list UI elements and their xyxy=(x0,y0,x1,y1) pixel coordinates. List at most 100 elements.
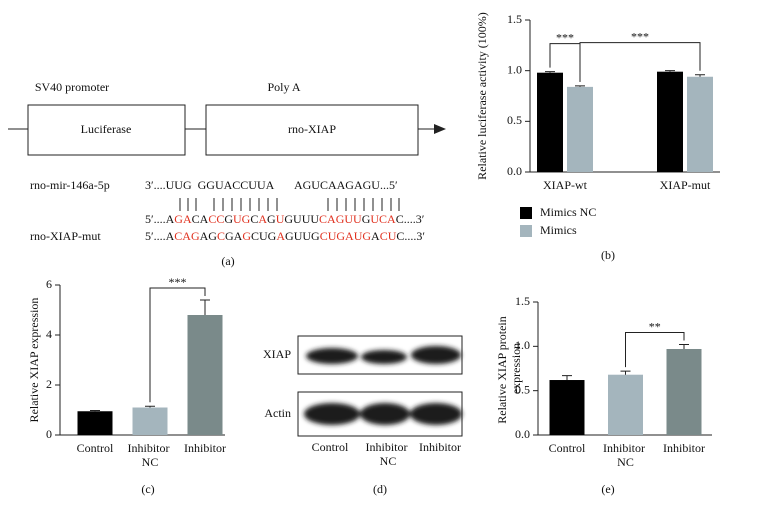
band xyxy=(304,403,360,425)
error-bar xyxy=(695,74,705,77)
error-bar xyxy=(575,85,585,87)
sequence-segment: GUUG xyxy=(285,229,320,243)
base-pair-lines xyxy=(179,198,400,211)
x-tick-label: Inhibitor xyxy=(184,441,226,455)
sequence-segment: 5′....A xyxy=(145,229,175,243)
text-line: NC xyxy=(617,455,634,469)
bar xyxy=(549,380,585,435)
bar xyxy=(537,72,563,172)
mirna-sequence: 3′....UUG GGUACCUUA AGUCAAGAGU...5′ xyxy=(145,178,398,192)
x-tick-label: Inhibitor NC xyxy=(128,441,173,469)
row-label: Actin xyxy=(264,406,291,420)
wt-sequence: 5′....AGACACCGUGCAGUGUUUCAGUUGUCAC....3′ xyxy=(145,212,425,226)
x-tick-label: Control xyxy=(77,441,114,455)
sequence-segment: C xyxy=(217,229,225,243)
lane-label: Control xyxy=(312,440,349,454)
y-tick-label: 0.5 xyxy=(507,113,522,127)
row-label: XIAP xyxy=(263,347,291,361)
bar xyxy=(77,411,113,435)
error-bar xyxy=(620,370,631,375)
mut-label: rno-XIAP-mut xyxy=(30,229,101,243)
polya-label: Poly A xyxy=(267,80,300,94)
sequence-segment: UCA xyxy=(370,212,396,226)
sequence-segment: CAGUU xyxy=(319,212,362,226)
caption: (c) xyxy=(141,482,154,496)
xiap-box xyxy=(205,104,419,156)
text-line: Inhibitor xyxy=(128,441,173,455)
x-tick-label: Inhibitor NC xyxy=(603,441,648,469)
bar xyxy=(608,374,643,435)
sequence-segment: C....3′ xyxy=(396,229,425,243)
y-axis-label: Relative XIAP protein expression xyxy=(495,313,523,424)
error-bar xyxy=(665,70,675,72)
significance-label: *** xyxy=(556,30,574,44)
error-bar xyxy=(545,71,555,73)
lane-label: Inhibitor NC xyxy=(366,440,411,468)
significance-label: *** xyxy=(169,275,187,289)
band xyxy=(360,403,410,425)
y-axis-label: Relative XIAP expression xyxy=(27,298,41,423)
promoter-label: SV40 promoter xyxy=(35,80,109,94)
error-bar xyxy=(90,410,100,412)
mut-sequence: 5′....ACAGAGCGAGCUGAGUUGCUGAUGACUC....3′ xyxy=(145,229,425,243)
significance-bracket xyxy=(149,287,206,403)
significance-label: *** xyxy=(631,29,649,43)
error-bar xyxy=(679,344,689,349)
bands xyxy=(304,346,462,425)
mirna-label: rno-mir-146a-5p xyxy=(30,178,110,192)
text-line: Relative XIAP protein xyxy=(495,313,509,424)
sequence-segment: U xyxy=(276,212,285,226)
sequence-segment: CC xyxy=(208,212,224,226)
y-tick-label: 1.5 xyxy=(507,12,522,26)
sequence-segment: CA xyxy=(192,212,209,226)
y-tick-label: 0.5 xyxy=(515,382,530,396)
caption: (d) xyxy=(373,482,387,496)
sequence-segment: AG xyxy=(200,229,218,243)
x-tick-label: Control xyxy=(549,441,586,455)
band xyxy=(410,403,462,425)
sequence-segment: CAG xyxy=(174,229,200,243)
legend-label: Mimics xyxy=(540,223,577,237)
caption: (a) xyxy=(221,254,234,268)
significance-bracket xyxy=(579,42,701,82)
band xyxy=(361,350,407,364)
y-axis-label: Relative luciferase activity (100%) xyxy=(475,12,489,180)
bar xyxy=(567,86,593,172)
x-tick-label: XIAP-wt xyxy=(543,178,588,192)
legend-label: Mimics NC xyxy=(540,205,596,219)
error-bar xyxy=(562,375,572,381)
sequence-segment: 5′....A xyxy=(145,212,175,226)
y-tick-label: 6 xyxy=(46,277,52,291)
legend-swatch xyxy=(520,225,532,237)
text-line: NC xyxy=(142,455,159,469)
sequence-segment: CU xyxy=(380,229,397,243)
western-blot: XIAP Actin Control Inhibitor NC Inhibito… xyxy=(263,335,463,496)
bar xyxy=(657,71,683,172)
band xyxy=(306,348,358,364)
caption: (e) xyxy=(601,482,614,496)
y-tick-label: 1.5 xyxy=(515,294,530,308)
text-line: expression xyxy=(509,343,523,394)
arrow-head xyxy=(434,124,446,134)
sequence-segment: A xyxy=(371,229,380,243)
y-tick-label: 1.0 xyxy=(515,338,530,352)
bar xyxy=(132,407,168,435)
sequence-segment: A xyxy=(258,212,267,226)
sequence-segment: A xyxy=(276,229,285,243)
box-label: Luciferase xyxy=(81,122,132,136)
y-tick-label: 1.0 xyxy=(507,62,522,76)
sequence-segment: G xyxy=(362,212,371,226)
significance-label: ** xyxy=(649,319,661,333)
sequence-segment: GA xyxy=(225,229,243,243)
sequence-segment: CUG xyxy=(251,229,277,243)
bar xyxy=(687,76,713,172)
luciferase-box xyxy=(27,104,186,156)
error-bar xyxy=(200,299,210,315)
sequence-segment: GA xyxy=(174,212,192,226)
sequence-segment: C....3′ xyxy=(396,212,425,226)
bar xyxy=(666,348,702,435)
sequence-segment: GUUU xyxy=(284,212,319,226)
box-label: rno-XIAP xyxy=(288,122,336,136)
lane-label: Inhibitor xyxy=(419,440,461,454)
